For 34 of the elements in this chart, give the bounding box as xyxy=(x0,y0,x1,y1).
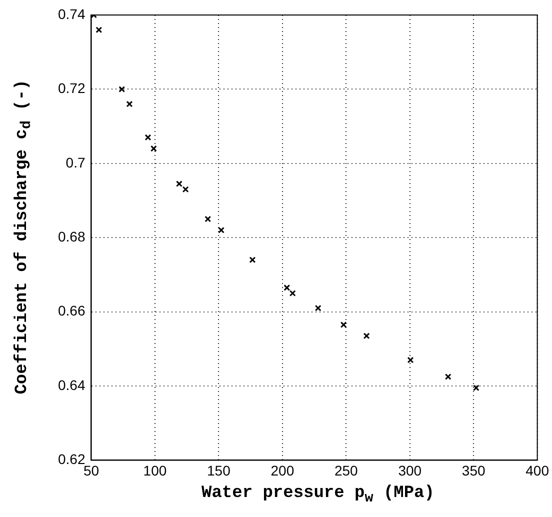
point xyxy=(284,284,290,291)
x-tick-label: 150 xyxy=(207,462,231,478)
x-tick-label: 300 xyxy=(398,462,422,478)
x-tick-label: 250 xyxy=(334,462,358,478)
y-tick-label: 0.72 xyxy=(58,80,86,96)
point xyxy=(340,322,347,328)
point xyxy=(289,290,296,296)
point xyxy=(144,134,152,141)
x-tick-label: 350 xyxy=(462,462,486,478)
x-tick-label: 100 xyxy=(143,462,167,478)
point xyxy=(96,26,102,34)
point xyxy=(363,332,370,340)
x-tick-label: 50 xyxy=(83,462,100,478)
point xyxy=(218,226,224,234)
y-tick-label: 0.7 xyxy=(66,154,86,170)
point xyxy=(150,145,157,152)
point xyxy=(182,186,189,193)
point xyxy=(249,256,256,264)
point xyxy=(176,180,182,188)
point xyxy=(314,304,322,312)
y-tick-label: 0.66 xyxy=(58,302,86,319)
x-tick-label: 400 xyxy=(526,462,550,478)
y-tick-label: 0.64 xyxy=(58,376,86,393)
y-tick-label: 0.62 xyxy=(58,451,86,468)
x-axis-title: Water pressure p$_{w}$ (MPa) xyxy=(200,484,436,506)
point xyxy=(444,374,452,380)
point xyxy=(407,356,414,364)
x-tick-label: 200 xyxy=(270,462,294,478)
y-tick-label: 0.68 xyxy=(58,228,86,244)
point xyxy=(204,216,212,222)
point xyxy=(126,100,133,108)
y-tick-label: 0.74 xyxy=(58,6,86,22)
point xyxy=(472,384,480,392)
point xyxy=(118,86,126,92)
